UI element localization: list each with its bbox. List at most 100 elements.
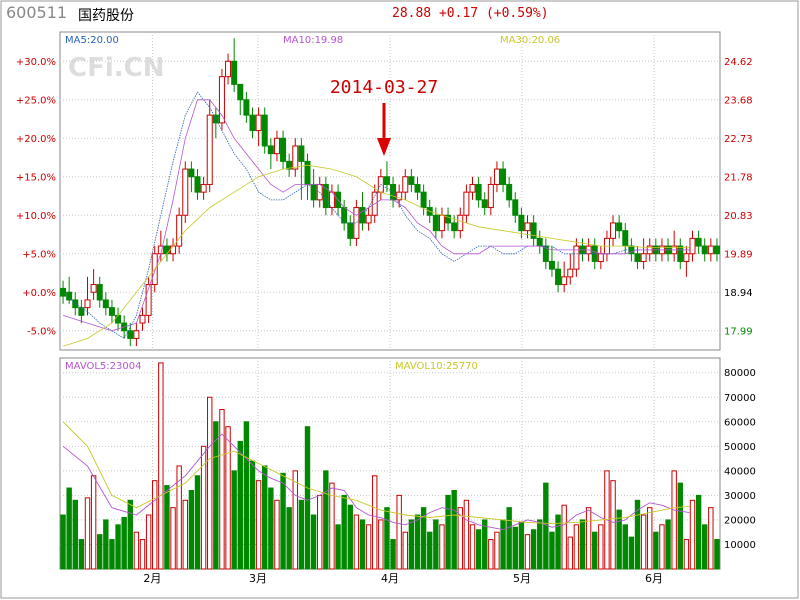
annotation-arrow-head	[377, 138, 391, 156]
volume-bar	[353, 514, 360, 570]
candle-body	[383, 176, 390, 185]
volume-bar	[530, 529, 537, 570]
candle-body	[420, 191, 427, 209]
volume-tick-label: 40000	[724, 466, 756, 477]
volume-tick-label: 50000	[724, 442, 756, 453]
volume-bar	[72, 499, 78, 570]
candle-body	[445, 214, 452, 224]
volume-bar	[396, 494, 402, 570]
volume-bar	[139, 539, 146, 570]
volume-tick-label: 10000	[724, 540, 756, 551]
volume-bar	[274, 499, 280, 570]
volume-tick-label: 70000	[724, 393, 756, 404]
volume-bar	[237, 440, 243, 570]
volume-bar	[115, 524, 121, 570]
candle-body	[481, 199, 488, 209]
candle-body	[677, 245, 684, 262]
volume-bar	[182, 499, 188, 570]
candle-body	[322, 183, 329, 209]
candle-body	[341, 207, 348, 224]
volume-bar	[665, 519, 671, 570]
candle-body	[353, 207, 360, 239]
volume-legend-item: MAVOL10:25770	[395, 361, 478, 372]
candle-body	[610, 222, 617, 239]
candle-body	[414, 183, 421, 193]
volume-bar	[298, 499, 305, 570]
volume-bar	[592, 531, 598, 570]
candle-body	[451, 222, 458, 232]
volume-bar	[561, 504, 567, 570]
volume-bar	[268, 487, 274, 570]
volume-bar	[457, 507, 463, 570]
candle-body	[500, 168, 507, 185]
volume-bar	[402, 531, 408, 570]
candle-body	[286, 160, 293, 170]
candle-body	[170, 245, 177, 255]
volume-bar	[286, 507, 292, 570]
mavol5-line	[62, 433, 690, 531]
volume-bar	[702, 524, 708, 570]
volume-bar	[310, 514, 317, 570]
candle-body	[206, 114, 213, 185]
volume-bar	[103, 519, 109, 570]
candle-body	[90, 284, 97, 293]
candle-body	[518, 214, 525, 232]
volume-bar	[537, 519, 543, 570]
candle-body	[524, 222, 531, 232]
price-right-tick-label: 20.83	[724, 211, 753, 222]
volume-bar	[292, 470, 298, 570]
month-label: 2月	[143, 572, 161, 585]
volume-bar	[512, 526, 518, 570]
candle-body	[713, 245, 720, 255]
volume-tick-label: 60000	[724, 417, 756, 428]
price-legend-item: MA30:20.06	[500, 35, 560, 46]
candle-body	[487, 183, 494, 209]
price-left-tick-label: +20.0%	[16, 134, 56, 145]
volume-bar	[689, 499, 696, 570]
volume-bar	[414, 514, 421, 570]
candle-body	[249, 114, 256, 132]
candle-body	[96, 284, 103, 301]
price-change-pct: (+0.59%)	[485, 6, 549, 21]
ma10-line	[62, 99, 690, 332]
volume-bar	[304, 426, 311, 570]
ma30-line	[62, 164, 690, 347]
price-left-tick-label: +10.0%	[16, 211, 56, 222]
candle-body	[200, 183, 207, 193]
candle-body	[108, 307, 115, 316]
candle-body	[542, 245, 549, 262]
volume-bar	[640, 514, 647, 570]
volume-bar	[714, 539, 720, 570]
volume-bar	[335, 524, 341, 570]
candle-body	[597, 253, 604, 262]
candle-body	[273, 137, 280, 155]
volume-bar	[176, 465, 182, 570]
volume-legend-item: MAVOL5:23004	[65, 361, 141, 372]
price-right-tick-label: 23.68	[724, 95, 753, 106]
volume-bar	[634, 499, 641, 570]
price-right-tick-label: 19.89	[724, 249, 753, 260]
stock-code: 600511	[6, 3, 68, 22]
candle-body	[695, 237, 702, 247]
candle-body	[573, 245, 580, 270]
volume-bar	[494, 531, 500, 570]
month-label: 6月	[645, 572, 663, 585]
candle-body	[432, 214, 439, 232]
volume-bar	[170, 507, 176, 570]
volume-bar	[695, 494, 702, 570]
volume-bar	[262, 465, 268, 570]
volume-bar	[347, 504, 353, 570]
volume-bar	[121, 516, 127, 570]
candle-body	[133, 330, 140, 339]
candle-body	[463, 191, 470, 216]
price-right-tick-label: 21.78	[724, 172, 753, 183]
volume-bar	[372, 475, 378, 570]
candle-body	[231, 60, 238, 85]
volume-bar	[97, 534, 103, 570]
volume-tick-label: 80000	[724, 368, 756, 379]
candle-body	[139, 314, 146, 324]
volume-bar	[66, 487, 72, 570]
candle-body	[689, 237, 696, 255]
volume-bar	[469, 524, 476, 570]
